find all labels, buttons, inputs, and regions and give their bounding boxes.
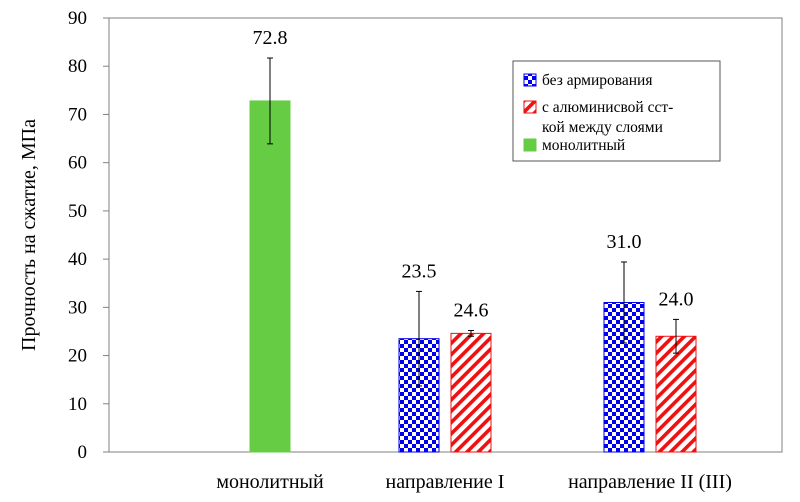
y-tick-label: 10 [68,394,87,415]
legend-swatch [523,73,537,87]
legend-label: без армирования [542,72,652,89]
data-label: 24.6 [454,299,489,321]
bar [398,338,440,453]
category-label: направление I [386,471,505,493]
data-labels: 72.8 23.5 24.6 31.0 24.0 [253,27,694,321]
bar [249,100,291,453]
y-axis-ticks: 0 10 20 30 40 50 60 70 80 90 [68,8,109,463]
y-tick-label: 20 [68,346,87,367]
legend-box [512,60,721,162]
y-tick-label: 90 [68,8,87,29]
category-label: направление II (III) [568,471,732,493]
bars [249,100,697,453]
legend-label: кой между слоями [542,119,663,136]
y-axis-title: Прочность на сжатие, МПа [18,119,40,351]
legend-label: монолитный [542,137,625,154]
data-label: 24.0 [659,288,694,310]
y-tick-label: 30 [68,297,87,318]
category-label: монолитный [216,471,324,493]
data-label: 72.8 [253,27,288,49]
y-tick-label: 80 [68,56,87,77]
category-labels: монолитный направление I направление II (I… [216,471,732,493]
y-tick-label: 60 [68,153,87,174]
error-bars [267,57,679,387]
data-label: 23.5 [402,260,437,282]
bar [450,332,492,453]
y-tick-label: 50 [68,201,87,222]
legend-swatch [523,138,537,152]
bar [655,335,697,453]
legend-swatch [523,100,537,114]
y-tick-label: 40 [68,249,87,270]
y-tick-label: 0 [78,442,88,463]
legend-label: с алюминисвой сст- [542,99,673,116]
data-label: 31.0 [607,231,642,253]
y-tick-label: 70 [68,104,87,125]
legend: без армирования с алюминисвой сст-кой меж… [512,60,721,162]
